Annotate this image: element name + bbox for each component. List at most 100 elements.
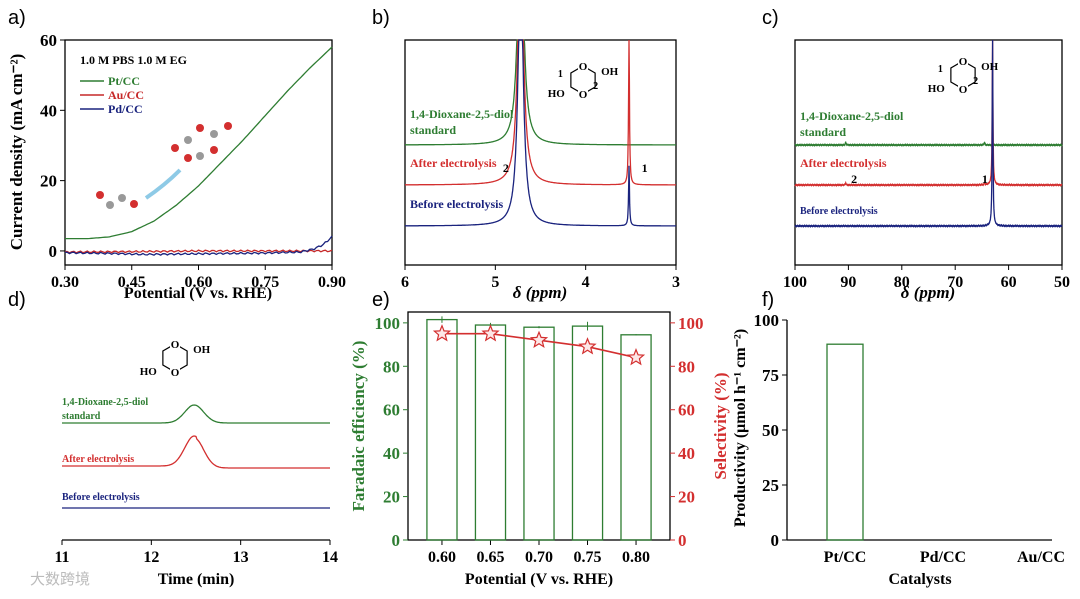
panel-d-structure-oxygen-bg bbox=[170, 367, 180, 377]
panel-c-structure-oxygen-bg bbox=[958, 56, 968, 66]
panel-e-right-ytick-label: 60 bbox=[678, 401, 695, 420]
fe-bar bbox=[426, 318, 458, 541]
panel-f-ytick-label: 75 bbox=[762, 366, 779, 385]
legend-label: Pd/CC bbox=[108, 102, 143, 116]
panel-e-xlabel: Potential (V vs. RHE) bbox=[465, 571, 613, 588]
panel-c-structure-oxygen-bg bbox=[958, 84, 968, 94]
trace-label: Before electrolysis bbox=[410, 197, 504, 211]
trace-label-suffix: standard bbox=[62, 411, 101, 422]
panel-c-xtick-label: 70 bbox=[947, 274, 963, 291]
panel-d-structure-oxygen: O bbox=[171, 339, 180, 351]
panel-b-structure-carbon-2-label: 2 bbox=[593, 81, 598, 92]
trace-label: 1,4-Dioxane-2,5-diol bbox=[62, 397, 148, 408]
panel-f-ylabel: Productivity (μmol h⁻¹ cm⁻²) bbox=[732, 329, 749, 527]
panel-f-xtick-label: Pt/CC bbox=[824, 549, 867, 566]
panel-e-right-ytick-label: 80 bbox=[678, 357, 695, 376]
dioxane-diol-atom bbox=[196, 152, 204, 160]
panel-e-axes-frame bbox=[407, 311, 671, 541]
trace-label-suffix: standard bbox=[800, 125, 846, 139]
chromatogram-trace bbox=[62, 404, 330, 424]
nmr-trace bbox=[405, 39, 676, 227]
panel-e-ylabel: Faradaic efficiency (%) bbox=[349, 341, 368, 512]
panel-d-structure-ho-label: HO bbox=[140, 366, 158, 378]
panel-c-structure-carbon-2-label: 2 bbox=[973, 76, 978, 87]
panel-d-xlabel: Time (min) bbox=[158, 571, 235, 588]
ethylene-glycol-atom bbox=[96, 191, 104, 199]
dioxane-diol-atom bbox=[210, 146, 218, 154]
dioxane-diol-atom bbox=[184, 154, 192, 162]
trace-label: After electrolysis bbox=[410, 156, 497, 170]
panel-f-xlabel: Catalysts bbox=[888, 571, 951, 588]
legend-title: 1.0 M PBS 1.0 M EG bbox=[80, 53, 187, 67]
trace-label-suffix: standard bbox=[410, 123, 456, 137]
panel-d-structure: O O OH HO bbox=[140, 339, 211, 379]
fe-bar bbox=[571, 325, 604, 541]
trace-label: Before electrolysis bbox=[62, 492, 140, 503]
ethylene-glycol-atom bbox=[130, 200, 138, 208]
panel-label-c: c) bbox=[762, 7, 779, 29]
fe-bar bbox=[474, 324, 507, 541]
panel-e-ytick-label: 100 bbox=[375, 314, 401, 333]
trace-label: Before electrolysis bbox=[800, 206, 878, 217]
selectivity-star-marker bbox=[481, 324, 500, 342]
panel-label-b: b) bbox=[372, 7, 390, 29]
panel-e-ytick-label: 40 bbox=[383, 444, 400, 463]
panel-a-xtick-label: 0.60 bbox=[185, 274, 213, 291]
panel-d-xtick-label: 14 bbox=[322, 549, 338, 566]
panel-c-structure-oh-label: OH bbox=[981, 61, 999, 73]
panel-c-xtick-label: 80 bbox=[894, 274, 910, 291]
panel-f-ytick-label: 50 bbox=[762, 421, 779, 440]
panel-a-ytick-label: 40 bbox=[40, 101, 57, 120]
panel-d-xtick-label: 11 bbox=[54, 549, 69, 566]
panel-e-xtick-label: 0.75 bbox=[574, 549, 602, 566]
series-line-pt-cc bbox=[65, 46, 333, 240]
panel-b-structure-oxygen: O bbox=[579, 61, 588, 73]
panel-f-ytick-label: 0 bbox=[771, 531, 780, 550]
panel-b-structure-ho-label: HO bbox=[548, 88, 566, 100]
panel-f-xtick-label: Au/CC bbox=[1017, 549, 1065, 566]
ethylene-glycol-atom bbox=[106, 201, 114, 209]
panel-b-structure: O O OH HO 1 2 bbox=[548, 61, 619, 101]
panel-b-xtick-label: 5 bbox=[491, 274, 499, 291]
panel-c-xtick-label: 90 bbox=[840, 274, 856, 291]
selectivity-star-marker bbox=[529, 330, 549, 349]
trace-label: 1,4-Dioxane-2,5-diol bbox=[800, 109, 904, 123]
dioxane-diol-atom bbox=[210, 130, 218, 138]
panel-e-ytick-label: 60 bbox=[383, 401, 400, 420]
fe-bar bbox=[620, 334, 652, 541]
panel-d-xtick-label: 12 bbox=[143, 549, 159, 566]
ethylene-glycol-atom bbox=[118, 194, 126, 202]
panel-e-right-ytick-label: 100 bbox=[678, 314, 704, 333]
panel-label-e: e) bbox=[372, 289, 390, 311]
panel-e-right-ytick-label: 40 bbox=[678, 444, 695, 463]
panel-b-structure-carbon-1-label: 1 bbox=[558, 69, 563, 80]
nmr-trace bbox=[794, 140, 1063, 147]
panel-e-xtick-label: 0.70 bbox=[525, 549, 553, 566]
trace-label: After electrolysis bbox=[62, 454, 134, 465]
dioxane-diol-atom bbox=[184, 136, 192, 144]
panel-d-structure-oxygen: O bbox=[171, 367, 180, 379]
panel-f-ytick-label: 25 bbox=[762, 476, 779, 495]
panel-f-ytick-label: 100 bbox=[754, 311, 780, 330]
panel-label-a: a) bbox=[8, 7, 26, 29]
panel-a-xtick-label: 0.90 bbox=[318, 274, 346, 291]
trace-label: 1,4-Dioxane-2,5-diol bbox=[410, 107, 514, 121]
panel-a-xtick-label: 0.30 bbox=[51, 274, 79, 291]
selectivity-star-marker bbox=[626, 347, 646, 366]
nmr-trace bbox=[405, 39, 676, 146]
panel-e-ytick-label: 80 bbox=[383, 357, 400, 376]
panel-c-xtick-label: 50 bbox=[1054, 274, 1070, 291]
panel-f-xtick-label: Pd/CC bbox=[920, 549, 966, 566]
chromatogram-trace bbox=[62, 435, 330, 469]
panel-c-xtick-label: 60 bbox=[1001, 274, 1017, 291]
nmr-trace bbox=[794, 39, 1063, 187]
panel-b-xtick-label: 3 bbox=[672, 274, 680, 291]
series-line-pd-cc bbox=[64, 235, 333, 256]
panel-b-structure-oxygen-bg bbox=[578, 61, 588, 71]
panel-label-d: d) bbox=[8, 289, 26, 311]
dioxane-diol-atom bbox=[224, 122, 232, 130]
panel-c-xtick-label: 100 bbox=[783, 274, 807, 291]
panel-d-xtick-label: 13 bbox=[233, 549, 249, 566]
panel-b-axes-frame bbox=[404, 39, 677, 266]
panel-e-xtick-label: 0.65 bbox=[476, 549, 504, 566]
